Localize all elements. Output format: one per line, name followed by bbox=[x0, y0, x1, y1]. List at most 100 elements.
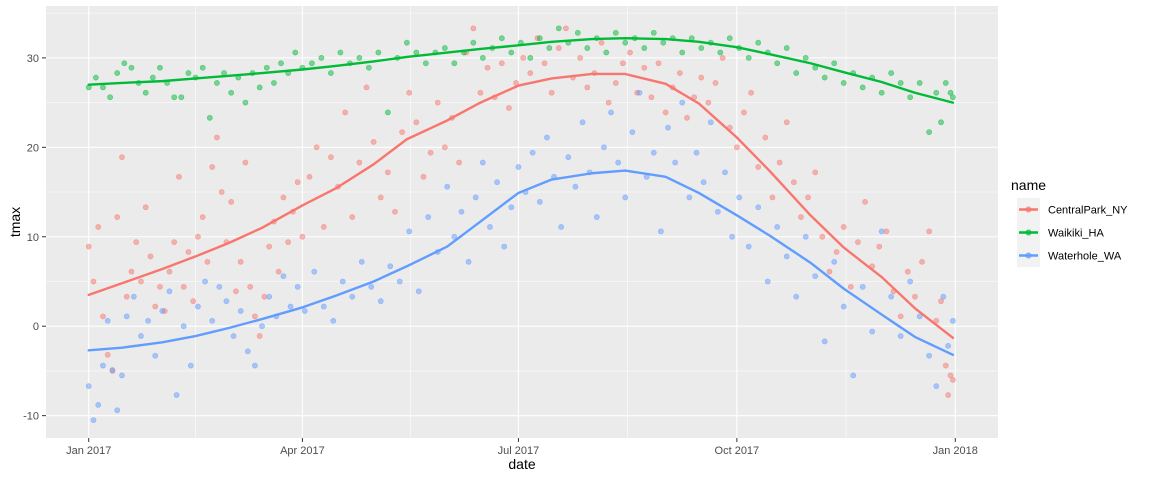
data-point bbox=[515, 164, 522, 170]
data-point bbox=[729, 233, 736, 240]
data-point bbox=[776, 159, 783, 166]
data-point bbox=[888, 293, 895, 300]
data-point bbox=[479, 159, 486, 166]
data-point bbox=[95, 224, 102, 230]
data-point bbox=[370, 139, 377, 145]
data-point bbox=[237, 258, 244, 265]
data-point bbox=[679, 99, 686, 106]
data-point bbox=[138, 333, 144, 339]
data-point bbox=[477, 89, 484, 96]
data-point bbox=[650, 29, 657, 36]
data-point bbox=[536, 35, 543, 42]
data-point bbox=[128, 64, 135, 71]
data-point bbox=[228, 198, 235, 205]
data-point bbox=[584, 45, 591, 51]
data-point bbox=[907, 94, 914, 101]
data-point bbox=[572, 183, 579, 190]
data-point bbox=[769, 194, 776, 201]
data-point bbox=[878, 89, 885, 96]
data-point bbox=[308, 60, 315, 67]
data-point bbox=[358, 258, 365, 265]
data-point bbox=[764, 278, 771, 285]
data-point bbox=[676, 70, 683, 76]
data-point bbox=[933, 383, 940, 390]
data-point bbox=[878, 228, 885, 235]
data-point bbox=[897, 333, 904, 339]
data-point bbox=[107, 94, 113, 101]
data-point bbox=[938, 119, 944, 126]
data-point bbox=[375, 49, 382, 56]
data-point bbox=[256, 333, 263, 339]
data-point bbox=[793, 70, 800, 76]
data-point bbox=[349, 214, 356, 220]
data-point bbox=[90, 278, 97, 285]
data-point bbox=[949, 317, 956, 324]
data-point bbox=[657, 228, 664, 235]
data-point bbox=[840, 224, 847, 230]
data-point bbox=[859, 84, 866, 91]
data-point bbox=[926, 129, 933, 136]
data-point bbox=[831, 60, 838, 67]
data-point bbox=[558, 224, 565, 230]
data-point bbox=[133, 239, 140, 246]
data-point bbox=[114, 407, 121, 414]
data-point bbox=[821, 74, 828, 81]
data-point bbox=[128, 268, 135, 275]
data-point bbox=[650, 149, 657, 156]
data-point bbox=[636, 89, 643, 96]
data-point bbox=[145, 317, 151, 324]
data-point bbox=[109, 367, 116, 373]
data-point bbox=[548, 89, 555, 96]
data-point bbox=[90, 417, 97, 424]
data-point bbox=[484, 64, 491, 71]
data-point bbox=[403, 39, 410, 46]
data-point bbox=[714, 208, 721, 215]
data-point bbox=[252, 313, 258, 320]
data-point bbox=[456, 159, 462, 166]
data-point bbox=[563, 25, 569, 32]
series-smooth bbox=[87, 37, 955, 357]
data-point bbox=[356, 54, 363, 61]
data-point bbox=[947, 372, 954, 379]
data-point bbox=[299, 233, 306, 240]
data-point bbox=[327, 70, 334, 76]
data-point bbox=[672, 159, 679, 166]
data-point bbox=[470, 25, 477, 32]
data-point bbox=[622, 39, 629, 46]
data-point bbox=[755, 204, 762, 211]
data-point bbox=[275, 268, 282, 275]
data-point bbox=[755, 164, 762, 170]
data-point bbox=[392, 208, 398, 215]
data-point bbox=[92, 74, 99, 81]
data-point bbox=[897, 80, 904, 86]
data-point bbox=[938, 298, 944, 305]
legend-key-point bbox=[1025, 229, 1032, 236]
data-point bbox=[176, 173, 182, 180]
data-point bbox=[406, 228, 413, 235]
data-point bbox=[546, 45, 553, 51]
data-point bbox=[266, 293, 273, 300]
data-point bbox=[465, 258, 472, 265]
data-point bbox=[717, 49, 724, 56]
data-point bbox=[648, 94, 655, 101]
data-point bbox=[665, 124, 671, 131]
data-point bbox=[261, 293, 268, 300]
data-point bbox=[833, 249, 840, 255]
data-point bbox=[684, 114, 690, 121]
data-point bbox=[619, 60, 626, 67]
data-point bbox=[883, 228, 890, 235]
data-point bbox=[947, 89, 954, 96]
data-point bbox=[942, 362, 949, 369]
data-point bbox=[798, 214, 804, 220]
data-point bbox=[387, 263, 394, 270]
data-point bbox=[157, 64, 163, 71]
data-point bbox=[774, 60, 781, 67]
data-point bbox=[100, 362, 106, 369]
data-point bbox=[365, 64, 372, 71]
data-point bbox=[100, 313, 106, 320]
smooth-line-Waterhole_WA bbox=[87, 169, 955, 357]
legend-key-point bbox=[1025, 206, 1032, 213]
data-point bbox=[577, 54, 584, 61]
data-point bbox=[330, 317, 337, 324]
data-point bbox=[527, 54, 534, 61]
